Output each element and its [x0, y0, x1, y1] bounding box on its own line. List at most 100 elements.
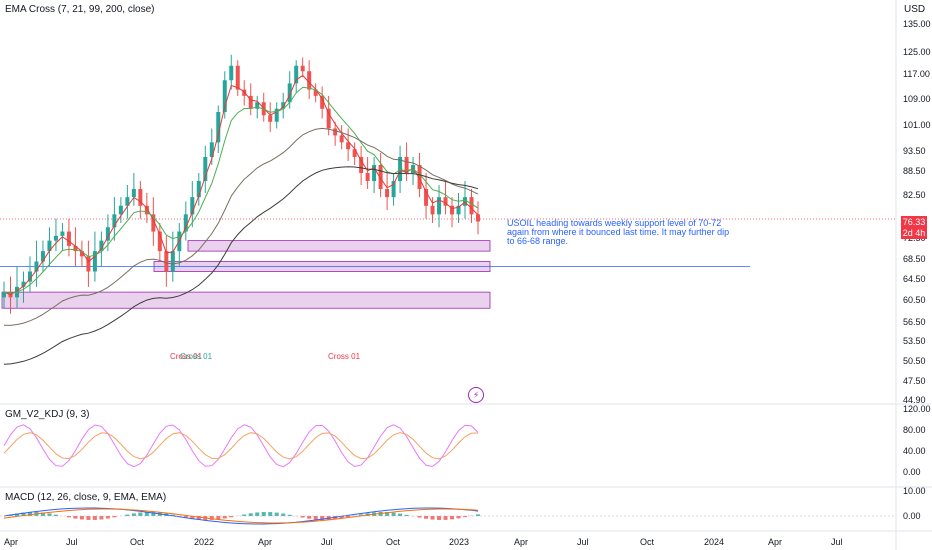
time-tick: Apr	[4, 537, 18, 547]
candle	[476, 214, 480, 222]
candle	[235, 65, 240, 90]
candle	[222, 80, 227, 112]
macd-bar	[313, 516, 318, 520]
kdj-tick: 120.00	[903, 404, 931, 414]
time-tick: Jul	[577, 537, 589, 547]
macd-bar	[190, 516, 195, 519]
candle	[112, 214, 117, 228]
macd-bar	[66, 516, 71, 518]
currency-label: USD	[904, 4, 926, 15]
candle	[190, 197, 195, 215]
price-tick: 88.50	[903, 166, 926, 176]
candle	[463, 197, 468, 206]
candle	[300, 65, 305, 72]
price-tick: 64.50	[903, 274, 926, 284]
time-tick: Jul	[321, 537, 333, 547]
support-zone	[187, 240, 491, 252]
price-tick: 68.50	[903, 254, 926, 264]
macd-bar	[437, 516, 442, 520]
candle	[385, 189, 390, 198]
time-tick: Apr	[768, 537, 782, 547]
kdj-indicator-label[interactable]: GM_V2_KDJ (9, 3)	[5, 409, 90, 420]
candle	[138, 189, 143, 206]
kdj-tick: 40.00	[903, 446, 926, 456]
candle	[170, 251, 175, 272]
candle	[469, 197, 474, 215]
ema99-line	[3, 127, 479, 326]
macd-bar	[281, 513, 286, 516]
candle	[53, 235, 58, 241]
macd-bar	[229, 516, 234, 518]
candle	[157, 231, 162, 252]
candle	[450, 205, 455, 215]
candle	[313, 89, 318, 96]
candle	[333, 128, 338, 136]
candle	[294, 65, 299, 84]
macd-bar	[99, 516, 104, 520]
candle	[21, 281, 26, 287]
candle	[365, 173, 370, 181]
price-tick: 117.00	[903, 69, 930, 79]
candle	[417, 165, 422, 189]
candle	[326, 108, 331, 129]
candle	[105, 227, 110, 241]
candle	[352, 149, 357, 157]
candle	[73, 245, 78, 252]
candle	[307, 71, 312, 90]
macd-bar	[209, 516, 214, 520]
macd-bar	[47, 513, 52, 516]
macd-bar	[131, 513, 136, 516]
macd-bar	[320, 516, 325, 520]
candle	[66, 231, 71, 246]
candle	[287, 83, 292, 103]
candle	[229, 65, 234, 81]
candle	[151, 214, 156, 232]
macd-bar	[183, 516, 188, 518]
macd-bar	[144, 512, 149, 516]
macd-bar	[216, 516, 221, 520]
candle	[216, 112, 221, 143]
candle	[437, 197, 442, 215]
price-tick: 47.50	[903, 376, 926, 386]
macd-bar	[92, 516, 97, 520]
signal-line	[3, 508, 479, 524]
price-tick: 125.00	[903, 47, 931, 57]
macd-bar	[391, 512, 396, 516]
candle	[131, 189, 136, 198]
candle	[391, 181, 396, 198]
macd-bar	[268, 512, 273, 516]
candle	[372, 165, 377, 181]
macd-bar	[86, 516, 91, 520]
macd-tick: 0.00	[903, 511, 921, 521]
macd-bar	[261, 512, 266, 516]
candle	[118, 205, 123, 215]
price-tick: 101.00	[903, 120, 931, 130]
candle	[346, 142, 351, 150]
candle	[144, 205, 149, 215]
candle	[34, 261, 39, 272]
candle	[424, 189, 429, 206]
time-tick: Oct	[386, 537, 401, 547]
time-tick: Apr	[258, 537, 272, 547]
macd-bar	[242, 514, 247, 516]
candle	[47, 240, 52, 252]
macd-indicator-label[interactable]: MACD (12, 26, close, 9, EMA, EMA)	[5, 492, 167, 503]
cross-label: Cross 01	[328, 352, 361, 361]
kdj-tick: 80.00	[903, 425, 926, 435]
macd-bar	[443, 516, 448, 520]
candle	[404, 157, 409, 173]
lightning-icon[interactable]: ⚡	[468, 387, 484, 403]
time-tick: Apr	[514, 537, 528, 547]
ema-indicator-label[interactable]: EMA Cross (7, 21, 99, 200, close)	[5, 4, 155, 15]
time-tick: Jul	[66, 537, 78, 547]
countdown-tag: 2d 4h	[901, 227, 927, 239]
analysis-note[interactable]: USOIL heading towards weekly support lev…	[507, 218, 730, 246]
price-tick: 109.00	[903, 94, 931, 104]
macd-line	[3, 507, 479, 525]
macd-bar	[196, 516, 201, 520]
macd-bar	[424, 516, 429, 519]
cross-label-overlap: Cross 01	[180, 352, 213, 361]
macd-bar	[53, 514, 58, 516]
candle	[320, 95, 325, 109]
macd-bar	[112, 516, 117, 518]
